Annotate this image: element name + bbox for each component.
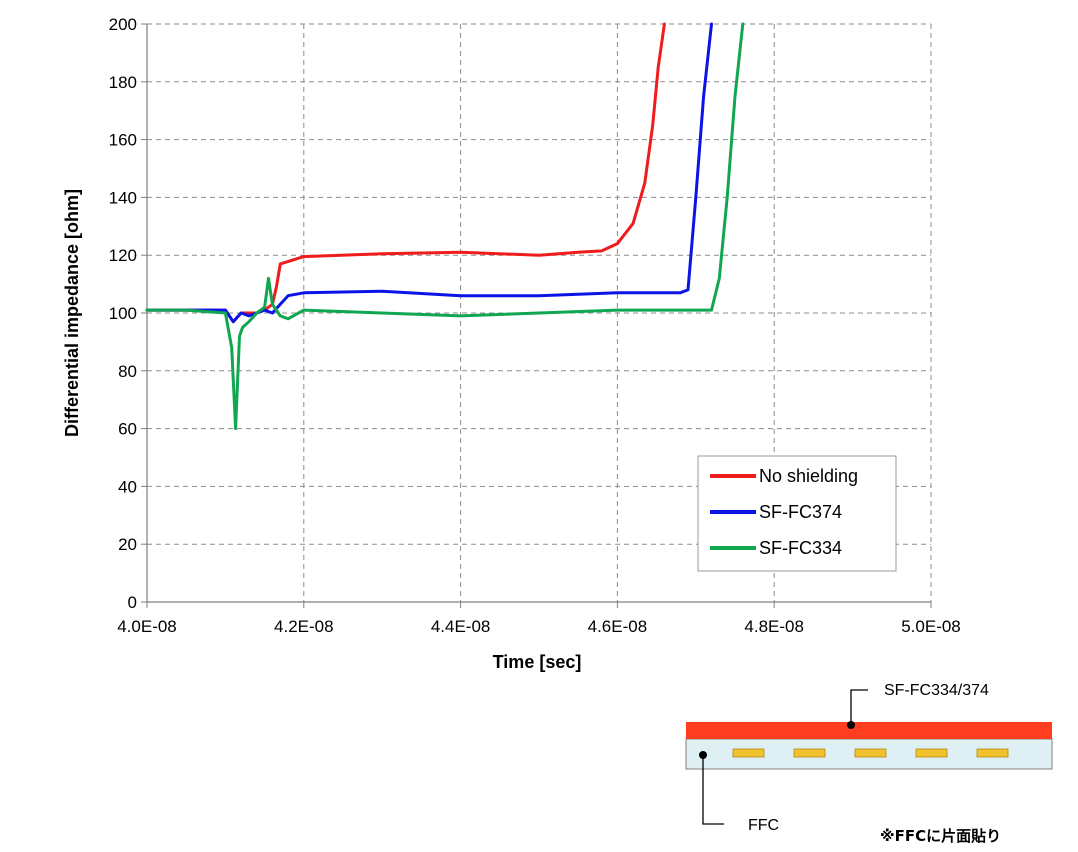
y-tick-label: 120 (109, 246, 137, 265)
tick-labels: 4.0E-08 4.2E-08 4.4E-08 4.6E-08 4.8E-08 5.0E-… (109, 15, 961, 636)
x-tick-label: 4.8E-08 (744, 617, 804, 636)
conductor (976, 748, 1009, 758)
x-tick-label: 4.2E-08 (274, 617, 334, 636)
y-tick-label: 80 (118, 362, 137, 381)
ffc-leader-dot (699, 751, 707, 759)
legend: No shielding SF-FC374 SF-FC334 (697, 455, 897, 572)
x-axis-title: Time [sec] (493, 652, 582, 672)
conductor (915, 748, 948, 758)
y-tick-label: 200 (109, 15, 137, 34)
x-tick-label: 4.0E-08 (117, 617, 177, 636)
y-tick-label: 180 (109, 73, 137, 92)
conductor (732, 748, 765, 758)
conductor (854, 748, 887, 758)
ffc-diagram: SF-FC334/374 FFC ※FFCに片面貼り (685, 682, 1053, 845)
shield-leader-dot (847, 721, 855, 729)
legend-label: SF-FC374 (759, 502, 842, 522)
series-line (145, 22, 713, 324)
y-tick-label: 0 (128, 593, 137, 612)
ffc-label: FFC (748, 817, 779, 834)
shield-label: SF-FC334/374 (884, 682, 989, 699)
axes (141, 23, 932, 608)
diagram-note: ※FFCに片面貼り (880, 827, 1001, 845)
legend-label: No shielding (759, 466, 858, 486)
y-tick-label: 40 (118, 477, 137, 496)
y-tick-label: 140 (109, 188, 137, 207)
y-tick-label: 20 (118, 535, 137, 554)
series-line (145, 22, 745, 431)
y-tick-label: 100 (109, 304, 137, 323)
ffc-leader-line (702, 755, 724, 825)
legend-label: SF-FC334 (759, 538, 842, 558)
conductors (732, 748, 1009, 758)
series-line (145, 22, 666, 324)
y-tick-label: 60 (118, 420, 137, 439)
y-axis-title: Differential impedance [ohm] (62, 189, 82, 437)
shield-layer (686, 722, 1052, 739)
series-layer (145, 22, 745, 431)
shield-leader-line (850, 689, 868, 725)
x-tick-label: 4.6E-08 (588, 617, 648, 636)
x-tick-label: 5.0E-08 (901, 617, 961, 636)
conductor (793, 748, 826, 758)
x-tick-label: 4.4E-08 (431, 617, 491, 636)
y-tick-label: 160 (109, 131, 137, 150)
